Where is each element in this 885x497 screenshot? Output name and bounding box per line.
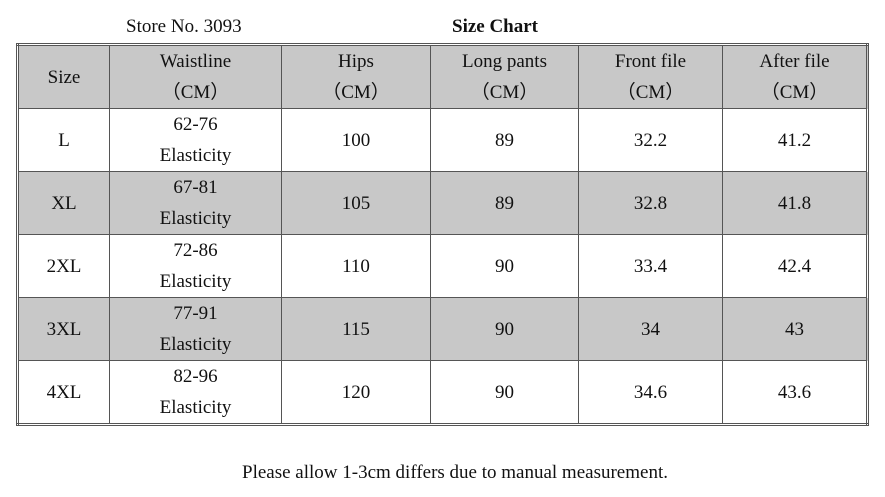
table-body: Size Waistline （CM） Hips （CM） Long pants （CM） F… xyxy=(17,44,868,425)
cell: 41.2 xyxy=(722,108,868,172)
data-row: 2XL 72-86 Elasticity 110 90 33.4 42.4 xyxy=(17,234,868,298)
cell: 2XL xyxy=(17,234,110,298)
header-cell: Front file （CM） xyxy=(578,44,723,109)
cell: 72-86 Elasticity xyxy=(109,234,282,298)
cell: 90 xyxy=(430,297,579,361)
cell: 34.6 xyxy=(578,360,723,425)
data-row: L 62-76 Elasticity 100 89 32.2 41.2 xyxy=(17,108,868,172)
cell: 89 xyxy=(430,108,579,172)
size-table: Size Waistline （CM） Hips （CM） Long pants （CM） F… xyxy=(16,43,869,426)
data-row: 3XL 77-91 Elasticity 115 90 34 43 xyxy=(17,297,868,361)
cell-line: 72-86 xyxy=(173,240,218,261)
cell: 90 xyxy=(430,234,579,298)
header-cell: Hips （CM） xyxy=(281,44,431,109)
cell: 67-81 Elasticity xyxy=(109,171,282,235)
cell: 89 xyxy=(430,171,579,235)
column-name: Front file xyxy=(614,51,687,72)
cell-line: 82-96 xyxy=(173,366,218,387)
cell-line: 62-76 xyxy=(173,114,218,135)
cell-line: Elasticity xyxy=(159,271,232,292)
column-unit: （CM） xyxy=(470,82,539,103)
cell: 33.4 xyxy=(578,234,723,298)
column-unit: （CM） xyxy=(616,82,685,103)
cell: L xyxy=(17,108,110,172)
header-cell: Waistline （CM） xyxy=(109,44,282,109)
cell: 3XL xyxy=(17,297,110,361)
cell: 43 xyxy=(722,297,868,361)
column-name: Hips xyxy=(338,51,374,72)
cell: 77-91 Elasticity xyxy=(109,297,282,361)
column-name: Long pants xyxy=(462,51,547,72)
cell-line: 77-91 xyxy=(173,303,218,324)
header-cell: Size xyxy=(17,44,110,109)
cell: 90 xyxy=(430,360,579,425)
cell: 62-76 Elasticity xyxy=(109,108,282,172)
cell: 100 xyxy=(281,108,431,172)
chart-title: Size Chart xyxy=(452,16,539,37)
header-cell: After file （CM） xyxy=(722,44,868,109)
cell: 32.2 xyxy=(578,108,723,172)
cell: 120 xyxy=(281,360,431,425)
cell: 42.4 xyxy=(722,234,868,298)
data-row: XL 67-81 Elasticity 105 89 32.8 41.8 xyxy=(17,171,868,235)
cell-line: Elasticity xyxy=(159,397,232,418)
column-unit: （CM） xyxy=(161,82,230,103)
cell: XL xyxy=(17,171,110,235)
cell: 4XL xyxy=(17,360,110,425)
cell-line: Elasticity xyxy=(159,145,232,166)
column-unit: （CM） xyxy=(760,82,829,103)
cell: 32.8 xyxy=(578,171,723,235)
cell: 110 xyxy=(281,234,431,298)
column-name: Waistline xyxy=(159,51,232,72)
cell: 41.8 xyxy=(722,171,868,235)
cell: 34 xyxy=(578,297,723,361)
cell: 105 xyxy=(281,171,431,235)
cell-line: Elasticity xyxy=(159,208,232,229)
column-unit: （CM） xyxy=(322,82,390,103)
header-cell: Long pants （CM） xyxy=(430,44,579,109)
column-name: Size xyxy=(47,66,81,88)
header-row: Size Waistline （CM） Hips （CM） Long pants （CM） F… xyxy=(17,44,868,109)
cell: 115 xyxy=(281,297,431,361)
footer-note: Please allow 1-3cm differs due to manual… xyxy=(242,462,668,483)
cell-line: Elasticity xyxy=(159,334,232,355)
cell: 82-96 Elasticity xyxy=(109,360,282,425)
column-name: After file xyxy=(759,51,830,72)
cell-line: 67-81 xyxy=(173,177,218,198)
data-row: 4XL 82-96 Elasticity 120 90 34.6 43.6 xyxy=(17,360,868,425)
cell: 43.6 xyxy=(722,360,868,425)
store-number: Store No. 3093 xyxy=(126,16,242,37)
